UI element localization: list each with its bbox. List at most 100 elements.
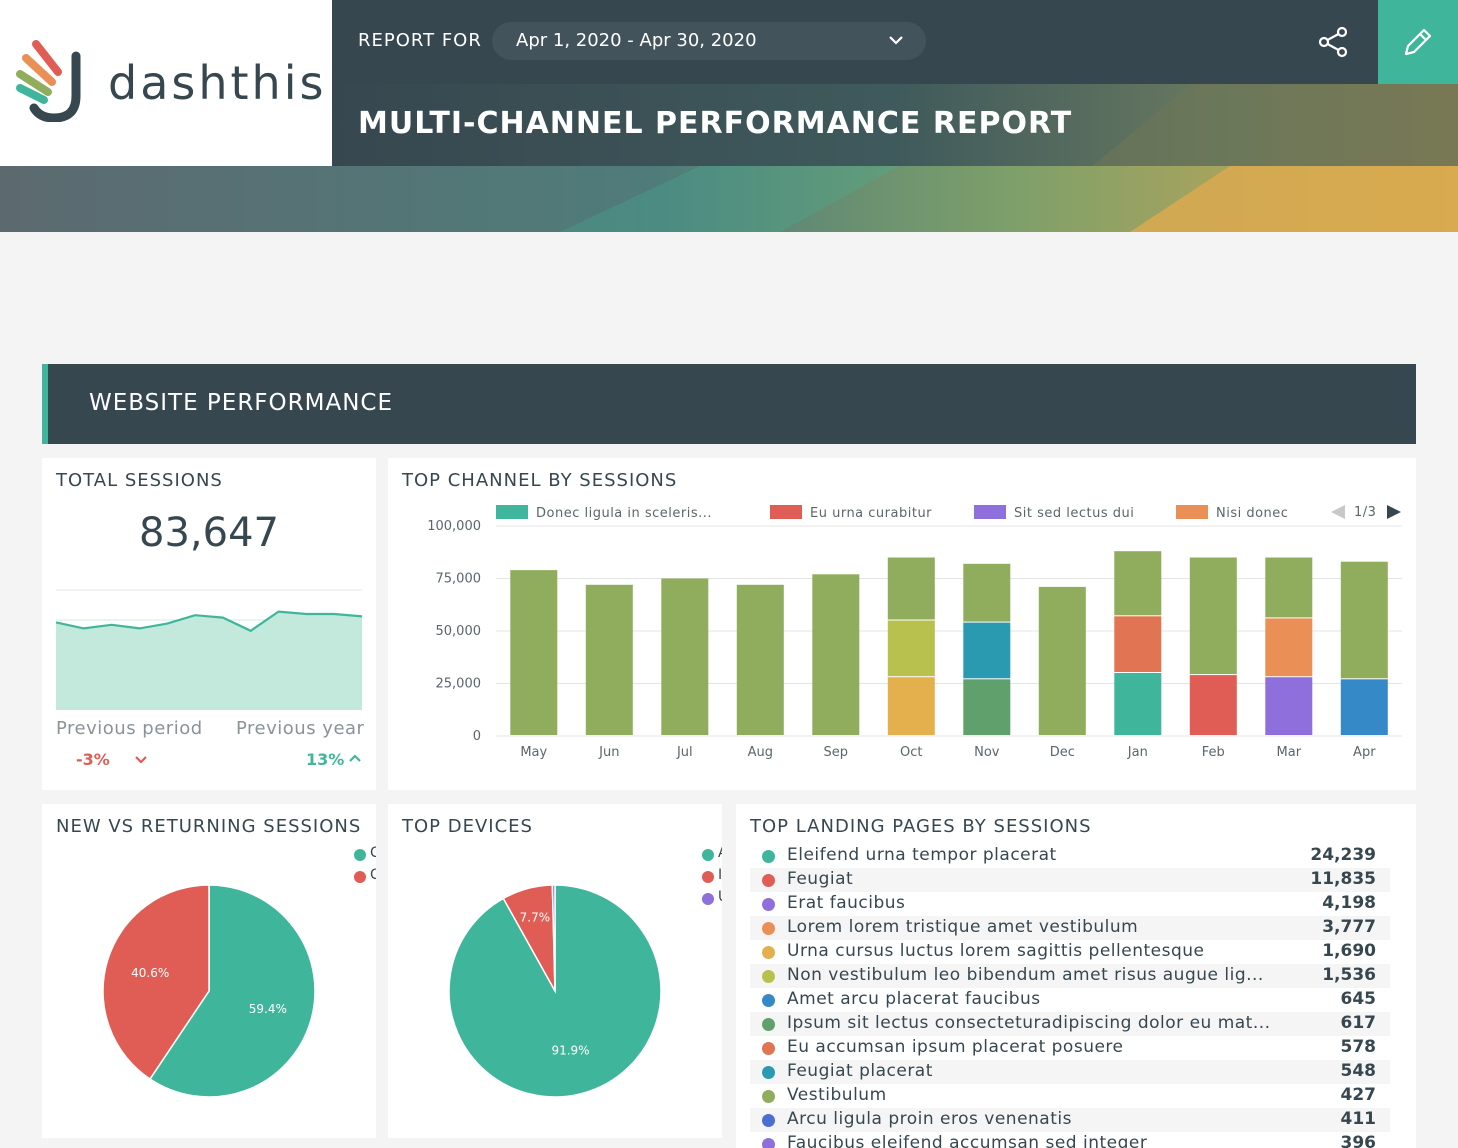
landing-page-sessions: 11,835 [1310, 869, 1376, 889]
legend-item[interactable]: Sit sed lectus dui [974, 505, 1134, 521]
previous-period-label: Previous period [56, 718, 203, 739]
legend-page: 1/3 [1354, 505, 1377, 520]
legend-dot [702, 871, 714, 883]
bar-segment[interactable] [1265, 557, 1313, 618]
landing-page-label: Feugiat placerat [787, 1061, 933, 1081]
top-devices-pie: 91.9% 7.7% [448, 884, 662, 1098]
widget-title: TOP DEVICES [402, 816, 533, 837]
landing-page-row[interactable]: Ipsum sit lectus consecteturadipiscing d… [750, 1012, 1390, 1036]
bar-segment[interactable] [812, 574, 860, 735]
landing-page-sessions: 1,690 [1322, 941, 1376, 961]
legend-dot [762, 1066, 775, 1079]
legend-dot [762, 850, 775, 863]
report-header: dashthis REPORT FOR Apr 1, 2020 - Apr 30… [0, 0, 1458, 232]
x-tick-label: Mar [1277, 745, 1302, 760]
legend-dot [762, 1114, 775, 1127]
bar-segment[interactable] [1114, 673, 1162, 735]
bar-segment[interactable] [963, 563, 1011, 622]
bar-segment[interactable] [1114, 616, 1162, 672]
landing-page-label: Urna cursus luctus lorem sagittis pellen… [787, 941, 1205, 961]
widget-title: TOP LANDING PAGES BY SESSIONS [750, 816, 1092, 837]
legend-swatch [974, 505, 1006, 519]
edit-button[interactable] [1378, 0, 1458, 84]
bar-segment[interactable] [1189, 675, 1237, 735]
bar-segment[interactable] [1265, 677, 1313, 735]
pie-slice-label: 59.4% [249, 1002, 287, 1016]
landing-page-row[interactable]: Eu accumsan ipsum placerat posuere 578 [750, 1036, 1390, 1060]
bar-segment[interactable] [1114, 551, 1162, 616]
landing-page-row[interactable]: Erat faucibus 4,198 [750, 892, 1390, 916]
report-for-label: REPORT FOR [358, 30, 482, 51]
logo[interactable]: dashthis [0, 0, 332, 166]
bar-segment[interactable] [1340, 679, 1388, 735]
bar-segment[interactable] [887, 557, 935, 620]
x-tick-label: Feb [1202, 745, 1225, 760]
bar-segment[interactable] [1340, 561, 1388, 679]
legend-dot [762, 1042, 775, 1055]
landing-page-sessions: 617 [1340, 1013, 1377, 1033]
total-sessions-widget[interactable]: TOTAL SESSIONS 83,647 Previous period Pr… [42, 458, 376, 790]
bar-segment[interactable] [963, 622, 1011, 679]
bar-segment[interactable] [661, 578, 709, 736]
landing-page-row[interactable]: Non vestibulum leo bibendum amet risus a… [750, 964, 1390, 988]
legend-dot [762, 1138, 775, 1148]
top-channel-widget[interactable]: TOP CHANNEL BY SESSIONS Donec ligula in … [388, 458, 1416, 790]
legend-dot [762, 898, 775, 911]
pie-slice-label: 40.6% [131, 966, 169, 980]
share-icon[interactable] [1316, 24, 1352, 60]
top-devices-widget[interactable]: TOP DEVICES A I U 91.9% 7.7% [388, 804, 722, 1138]
landing-page-row[interactable]: Feugiat 11,835 [750, 868, 1390, 892]
landing-page-row[interactable]: Lorem lorem tristique amet vestibulum 3,7… [750, 916, 1390, 940]
legend-label: I [718, 867, 722, 883]
bar-segment[interactable] [1265, 618, 1313, 677]
legend-prev-icon[interactable] [1330, 505, 1346, 519]
legend-item[interactable]: Eu urna curabitur [770, 505, 932, 521]
landing-page-row[interactable]: Urna cursus luctus lorem sagittis pellen… [750, 940, 1390, 964]
landing-page-row[interactable]: Feugiat placerat 548 [750, 1060, 1390, 1084]
legend-item[interactable]: Donec ligula in sceleris... [496, 505, 712, 521]
pie-slice[interactable] [148, 884, 316, 1098]
sessions-sparkline [56, 589, 362, 710]
new-vs-returning-widget[interactable]: NEW VS RETURNING SESSIONS C C 59.4% 40.6% [42, 804, 376, 1138]
header-title-band [332, 84, 1458, 166]
bar-segment[interactable] [1189, 557, 1237, 675]
legend-swatch [496, 505, 528, 519]
legend-dot [702, 849, 714, 861]
bar-segment[interactable] [510, 570, 558, 735]
landing-page-row[interactable]: Vestibulum 427 [750, 1084, 1390, 1108]
legend-next-icon[interactable] [1386, 505, 1402, 519]
sparkline-line [56, 610, 362, 633]
legend-dot [762, 874, 775, 887]
landing-pages-widget[interactable]: TOP LANDING PAGES BY SESSIONS Eleifend u… [736, 804, 1416, 1148]
bar-segment[interactable] [1038, 586, 1086, 735]
y-tick-label: 50,000 [436, 624, 482, 639]
legend-label: Nisi donec [1216, 506, 1289, 521]
legend-swatch [1176, 505, 1208, 519]
landing-page-row[interactable]: Arcu ligula proin eros venenatis 411 [750, 1108, 1390, 1132]
bar-segment[interactable] [887, 677, 935, 735]
landing-page-label: Non vestibulum leo bibendum amet risus a… [787, 965, 1264, 985]
bar-segment[interactable] [963, 679, 1011, 735]
date-range-select[interactable]: Apr 1, 2020 - Apr 30, 2020 [492, 22, 926, 60]
landing-page-sessions: 1,536 [1322, 965, 1376, 985]
pie-slice[interactable] [551, 884, 556, 992]
bar-segment[interactable] [585, 584, 633, 735]
landing-page-row[interactable]: Amet arcu placerat faucibus 645 [750, 988, 1390, 1012]
legend-item[interactable]: Nisi donec [1176, 505, 1288, 521]
legend-dot [762, 1018, 775, 1031]
pie-slice-label: 7.7% [520, 910, 551, 924]
landing-page-row[interactable]: Eleifend urna tempor placerat 24,239 [750, 844, 1390, 868]
landing-page-row[interactable]: Faucibus eleifend accumsan sed integer 39… [750, 1132, 1390, 1148]
landing-page-sessions: 548 [1340, 1061, 1377, 1081]
landing-page-label: Ipsum sit lectus consecteturadipiscing d… [787, 1013, 1271, 1033]
bar-segment[interactable] [736, 584, 784, 735]
pie-slice[interactable] [102, 884, 210, 1081]
section-title: WEBSITE PERFORMANCE [89, 390, 393, 416]
bar-segment[interactable] [887, 620, 935, 677]
x-tick-label: Jul [676, 745, 693, 760]
landing-page-sessions: 396 [1340, 1133, 1377, 1148]
widget-title: NEW VS RETURNING SESSIONS [56, 816, 362, 837]
pencil-icon [1404, 28, 1432, 56]
section-header-website-performance: WEBSITE PERFORMANCE [42, 364, 1416, 444]
pie-slice-label: 91.9% [551, 1044, 589, 1058]
